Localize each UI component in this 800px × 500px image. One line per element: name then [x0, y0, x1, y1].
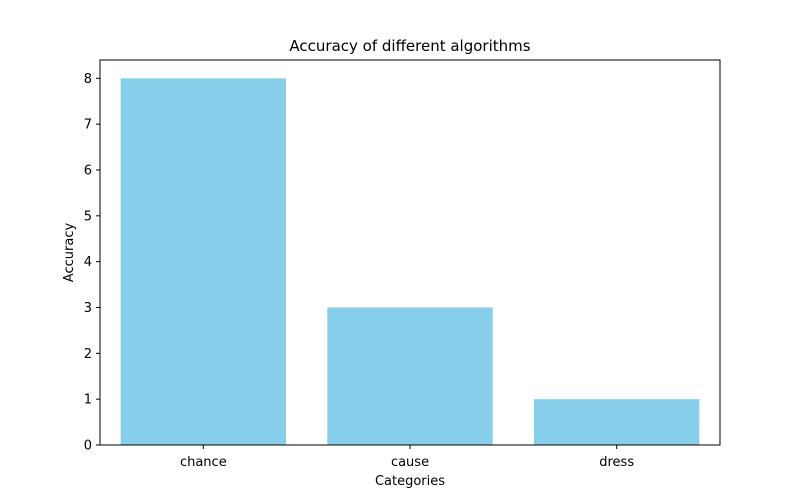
y-axis-ticks: 0 1 2 3 4 5 6 7 8: [84, 72, 100, 454]
y-tick-label: 5: [84, 209, 92, 224]
x-tick-label: cause: [391, 455, 429, 470]
y-tick-label: 6: [84, 164, 92, 179]
x-axis-label: Categories: [375, 474, 445, 489]
x-tick-label: chance: [180, 455, 227, 470]
y-tick-label: 7: [84, 118, 92, 133]
bars-group: [120, 78, 700, 445]
plot-frame: [99, 59, 721, 446]
y-tick-label: 8: [84, 72, 92, 87]
bar-cause: [327, 307, 493, 445]
bar-chance: [120, 78, 287, 445]
y-tick-label: 1: [84, 393, 92, 408]
y-tick-label: 0: [84, 439, 92, 454]
y-tick-label: 2: [84, 347, 92, 362]
y-tick-label: 4: [84, 255, 92, 270]
y-tick-label: 3: [84, 301, 92, 316]
chart-title: Accuracy of different algorithms: [289, 37, 530, 55]
x-axis-ticks: chance cause dress: [180, 445, 634, 470]
x-tick-label: dress: [599, 455, 634, 470]
bar-dress: [534, 399, 700, 445]
y-axis-label: Accuracy: [62, 223, 77, 283]
